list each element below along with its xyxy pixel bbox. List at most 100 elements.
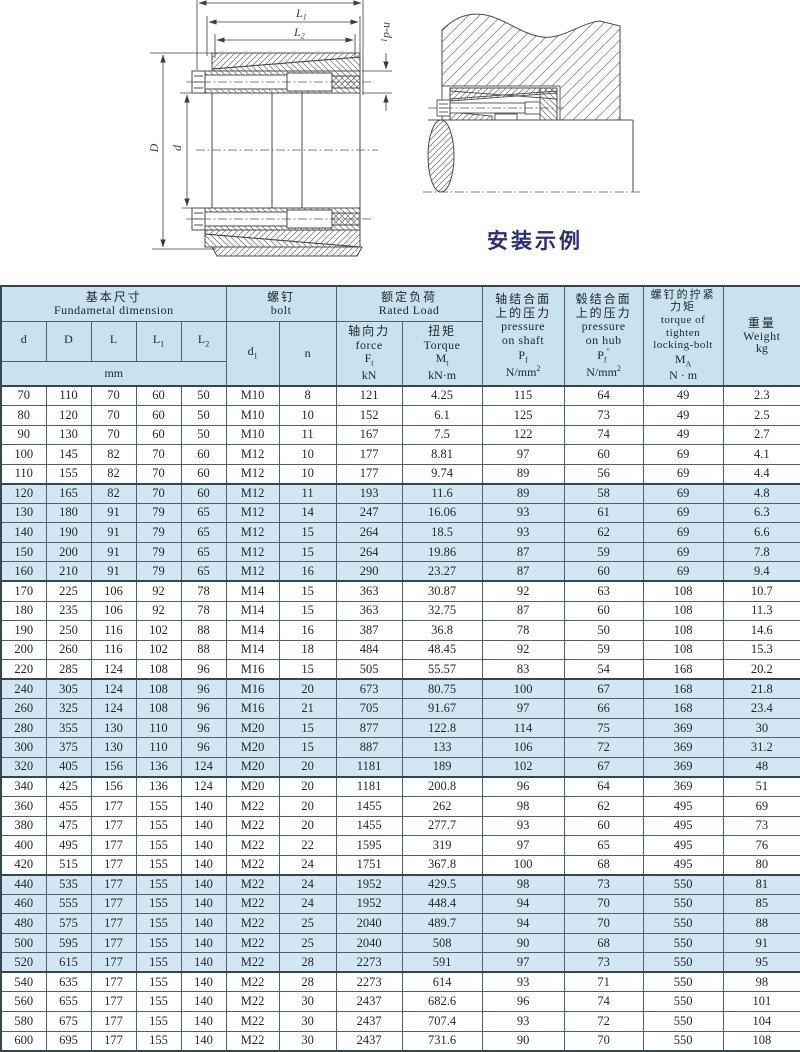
table-cell: 124 [180, 756, 227, 778]
table-cell: M10 [225, 424, 280, 446]
drawings-svg: L1 L2 D d n-d1 [147, 0, 642, 257]
table-cell: 614 [401, 971, 483, 993]
table-cell: 177 [90, 893, 137, 915]
table-cell: 155 [135, 854, 182, 876]
table-cell: 79 [135, 522, 182, 543]
table-cell: 124 [90, 698, 137, 719]
table-cell: 98 [481, 795, 565, 817]
table-cell: M14 [225, 580, 280, 602]
table-cell: 505 [335, 659, 403, 680]
table-cell: 168 [642, 659, 724, 680]
table-cell: 78 [180, 600, 227, 622]
table-cell: 93 [481, 1011, 565, 1032]
table-cell: 97 [481, 952, 565, 973]
table-cell: 60 [135, 385, 182, 407]
table-cell: 96 [481, 991, 565, 1012]
table-cell: 4.4 [722, 463, 800, 485]
table-cell: 264 [335, 541, 403, 563]
table-cell: 20 [278, 775, 337, 797]
table-cell: 615 [45, 952, 92, 973]
centerlines [186, 81, 378, 220]
table-cell: 705 [335, 698, 403, 719]
table-cell: 30 [278, 991, 337, 1012]
table-cell: 79 [135, 502, 182, 524]
table-row: 280 355 130 110 96 M20 15 877 122.8 114 75 369 30 [0, 717, 800, 739]
table-row: 520 615 177 155 140 M22 28 2273 591 97 73 550 95 [0, 952, 800, 973]
table-cell: 369 [642, 737, 724, 758]
table-cell: 91 [90, 522, 137, 543]
table-cell: 69 [642, 463, 724, 485]
table-cell: 380 [0, 815, 47, 837]
table-cell: 152 [335, 405, 403, 426]
table-cell: 32.75 [401, 600, 483, 622]
table-cell: 550 [642, 1011, 724, 1032]
table-cell: 92 [135, 600, 182, 622]
table-cell: 16 [278, 561, 337, 582]
table-cell: 72 [563, 1011, 644, 1032]
table-cell: 69 [642, 541, 724, 563]
table-cell: 49 [642, 385, 724, 407]
table-cell: 515 [45, 854, 92, 876]
table-cell: 140 [180, 971, 227, 993]
table-row: 260 325 124 108 96 M16 21 705 91.67 97 66 168 23.4 [0, 698, 800, 719]
table-cell: M20 [225, 756, 280, 778]
table-cell: 495 [642, 854, 724, 876]
table-cell: 96 [180, 717, 227, 739]
table-cell: 1952 [335, 873, 403, 895]
table-cell: 655 [45, 991, 92, 1012]
table-cell: 78 [481, 620, 565, 641]
table-cell: 110 [135, 737, 182, 758]
table-cell: 489.7 [401, 913, 483, 934]
table-cell: 96 [481, 775, 565, 797]
table-cell: 155 [135, 815, 182, 837]
header-col-d: d [0, 320, 47, 362]
table-cell: M22 [225, 1030, 280, 1052]
table-row: 380 475 177 155 140 M22 20 1455 277.7 93 60 495 73 [0, 815, 800, 837]
table-row: 440 535 177 155 140 M22 24 1952 429.5 98 73 550 81 [0, 873, 800, 895]
table-cell: 97 [481, 444, 565, 465]
table-cell: M12 [225, 522, 280, 543]
table-cell: 108 [135, 678, 182, 700]
table-cell: 250 [45, 620, 92, 641]
table-cell: 177 [90, 815, 137, 837]
table-cell: 80 [0, 405, 47, 426]
table-cell: 23.4 [722, 698, 800, 719]
table-cell: 25 [278, 932, 337, 954]
table-cell: 1455 [335, 795, 403, 817]
table-cell: 88 [180, 639, 227, 661]
table-cell: 61 [563, 502, 644, 524]
table-cell: 877 [335, 717, 403, 739]
table-cell: 76 [722, 835, 800, 856]
table-cell: 247 [335, 502, 403, 524]
table-cell: M14 [225, 620, 280, 641]
table-cell: 475 [45, 815, 92, 837]
table-cell: 305 [45, 678, 92, 700]
table-cell: 177 [90, 971, 137, 993]
table-cell: 480 [0, 913, 47, 934]
table-cell: 448.4 [401, 893, 483, 915]
table-cell: 98 [722, 971, 800, 993]
table-cell: 550 [642, 932, 724, 954]
shaft-centerlines [423, 107, 642, 193]
table-cell: 120 [0, 482, 47, 504]
table-row: 170 225 106 92 78 M14 15 363 30.87 92 63 108 10.7 [0, 580, 800, 602]
table-cell: M22 [225, 873, 280, 895]
table-cell: 170 [0, 580, 47, 602]
table-row: 460 555 177 155 140 M22 24 1952 448.4 94 70 550 85 [0, 893, 800, 915]
table-cell: 65 [180, 502, 227, 524]
table-row: 120 165 82 70 60 M12 11 193 11.6 89 58 69 4.8 [0, 482, 800, 504]
table-cell: 695 [45, 1030, 92, 1052]
table-cell: M12 [225, 463, 280, 485]
table-row: 200 260 116 102 88 M14 18 484 48.45 92 59 108 15.3 [0, 639, 800, 661]
table-cell: 73 [563, 952, 644, 973]
table-cell: 177 [90, 1030, 137, 1052]
table-cell: 1181 [335, 775, 403, 797]
table-cell: 80.75 [401, 678, 483, 700]
table-cell: 102 [135, 639, 182, 661]
header-unit-mm: mm [0, 360, 227, 387]
table-cell: 260 [45, 639, 92, 661]
table-cell: 30.87 [401, 580, 483, 602]
table-cell: 48.45 [401, 639, 483, 661]
table-cell: 15 [278, 541, 337, 563]
